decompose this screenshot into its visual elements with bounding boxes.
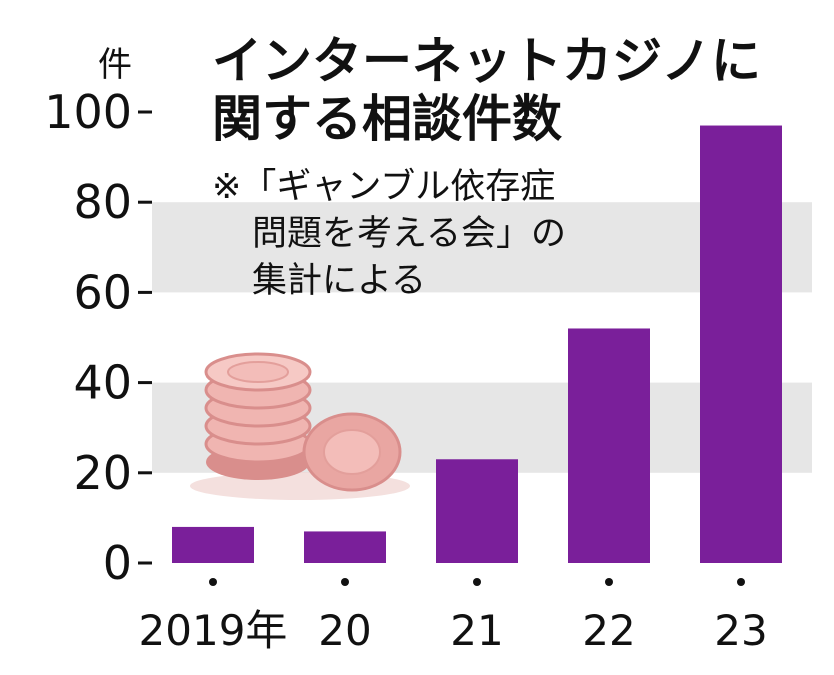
source-note: ※「ギャンブル依存症 問題を考える会」の 集計による xyxy=(212,167,566,301)
casino-chips-illustration xyxy=(190,352,410,500)
x-axis-labels: 2019年 20 21 22 23 xyxy=(139,578,768,655)
chart-title: インターネットカジノに 関する相談件数 xyxy=(212,32,761,148)
x-tick-label: 23 xyxy=(714,606,767,655)
x-tick-dot xyxy=(605,578,613,586)
x-tick-label: 22 xyxy=(582,606,635,655)
title-line-1: インターネットカジノに xyxy=(212,32,761,90)
y-tick-label: 40 xyxy=(73,356,132,410)
bar xyxy=(436,459,518,563)
x-tick-dot xyxy=(737,578,745,586)
note-line-2: 問題を考える会」の xyxy=(252,214,566,254)
y-tick-label: 100 xyxy=(44,85,132,139)
x-tick-label: 20 xyxy=(318,606,371,655)
y-axis: 0 20 40 60 80 100 xyxy=(44,85,152,590)
x-tick-dot xyxy=(473,578,481,586)
note-line-1: ※「ギャンブル依存症 xyxy=(212,167,555,207)
y-axis-unit: 件 xyxy=(98,45,132,85)
x-tick-dot xyxy=(209,578,217,586)
y-tick-label: 60 xyxy=(73,265,132,319)
bar xyxy=(172,526,254,563)
bar xyxy=(304,531,386,563)
x-tick-label: 21 xyxy=(450,606,503,655)
bar xyxy=(700,125,782,563)
x-tick-label: 2019年 xyxy=(139,606,288,655)
title-line-2: 関する相談件数 xyxy=(212,90,562,148)
chip-stack-left xyxy=(204,352,312,480)
chip-leaning xyxy=(302,412,402,492)
bar xyxy=(568,328,650,563)
note-line-3: 集計による xyxy=(252,261,426,301)
y-tick-label: 0 xyxy=(103,536,132,590)
x-tick-dot xyxy=(341,578,349,586)
y-tick-label: 20 xyxy=(73,446,132,500)
y-tick-label: 80 xyxy=(73,175,132,229)
bars xyxy=(172,125,782,563)
